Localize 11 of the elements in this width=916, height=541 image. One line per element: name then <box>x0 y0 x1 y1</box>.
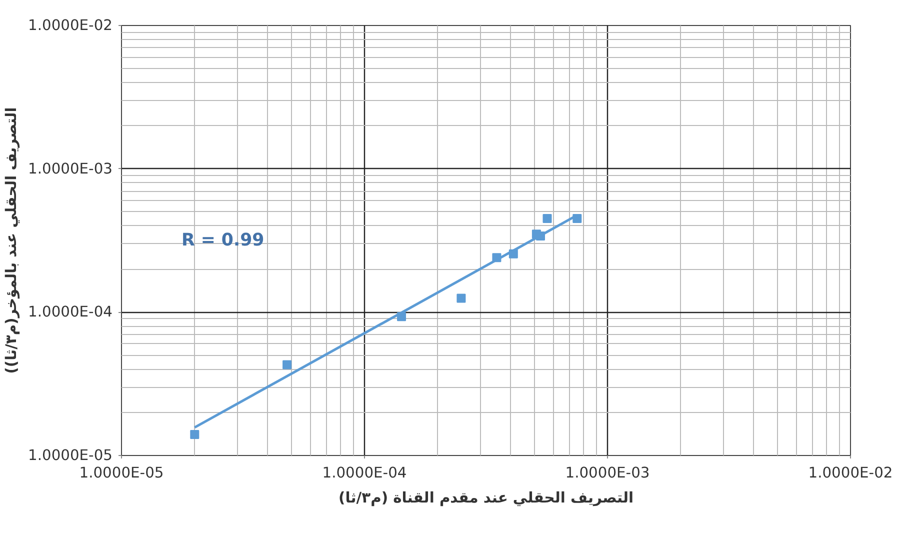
x-tick-label: 1.0000E-05 <box>79 464 164 482</box>
x-tick-label: 1.0000E-02 <box>808 464 893 482</box>
y-tick-label: 1.0000E-03 <box>28 160 113 178</box>
x-tick-label: 1.0000E-04 <box>322 464 407 482</box>
y-tick-label: 1.0000E-04 <box>28 304 113 321</box>
annotation: R = 0.99 <box>182 230 264 250</box>
y-tick-label: 1.0000E-05 <box>28 447 113 464</box>
y-tick-label: 1.0000E-02 <box>28 17 113 34</box>
x-axis-title: (م٣/ثا) التصريف الحقلي عند مقدم القناة <box>338 490 634 506</box>
y-axis-title: (التصريف الحقلي عند بالمؤخر(م٣/ثا) <box>3 107 20 374</box>
x-tick-label: 1.0000E-03 <box>565 464 650 482</box>
